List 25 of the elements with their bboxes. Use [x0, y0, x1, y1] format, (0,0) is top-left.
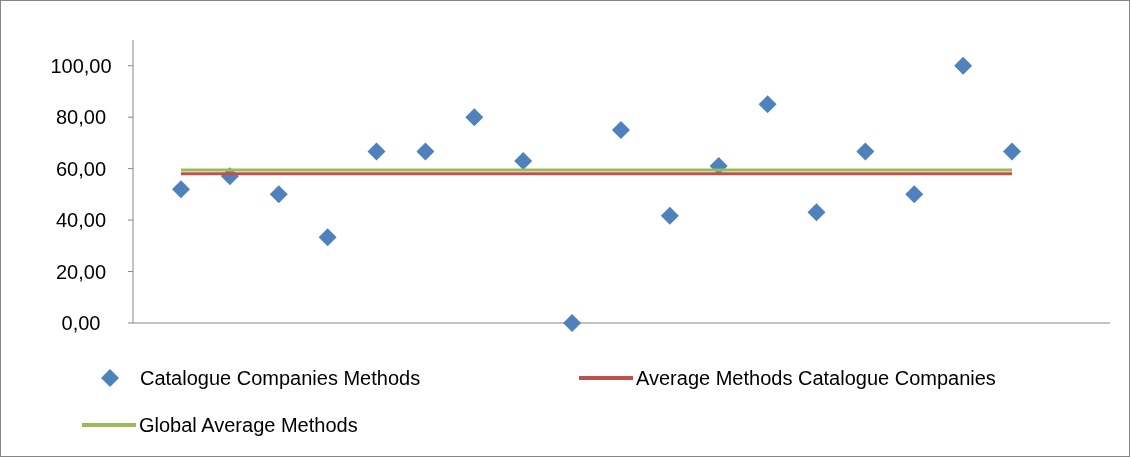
y-tick-label: 20,00 — [55, 260, 107, 283]
point — [1003, 142, 1021, 161]
point — [563, 314, 582, 332]
point — [611, 121, 630, 140]
point — [172, 180, 190, 199]
point — [269, 185, 288, 204]
point — [758, 95, 777, 114]
y-tick-label: 0,00 — [61, 312, 101, 334]
point — [465, 108, 484, 127]
y-tick-label: 100,00 — [50, 54, 112, 77]
y-tick-label: 60,00 — [55, 157, 107, 180]
point — [807, 203, 826, 222]
point — [318, 228, 337, 247]
legend-label: Global Average Methods — [139, 414, 358, 436]
point — [514, 151, 533, 170]
point — [660, 206, 679, 225]
point — [905, 185, 924, 204]
y-tick-label: 80,00 — [55, 106, 107, 129]
point — [856, 142, 875, 161]
point — [416, 142, 435, 161]
legend-label: Average Methods Catalogue Companies — [636, 367, 996, 389]
point — [367, 142, 386, 161]
point — [954, 56, 973, 75]
y-tick-label: 40,00 — [55, 209, 107, 232]
legend-label: Catalogue Companies Methods — [140, 367, 421, 389]
